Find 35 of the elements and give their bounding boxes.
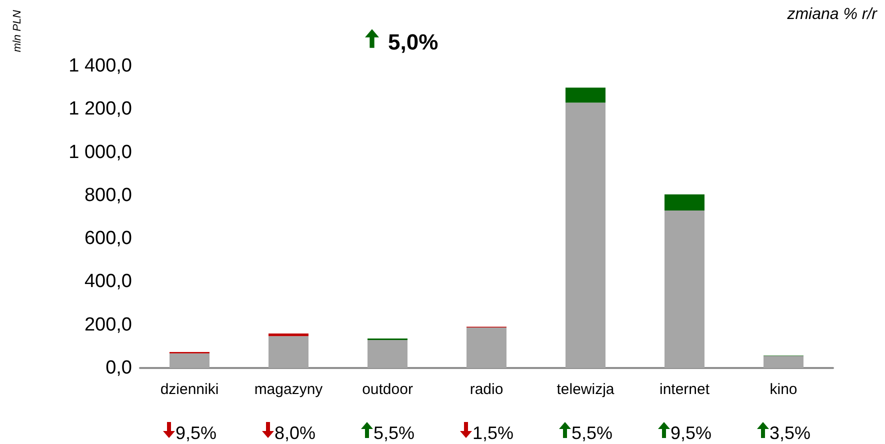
text: 5,5% (374, 423, 415, 443)
bar (466, 327, 506, 368)
bar (566, 102, 606, 368)
y-tick-label: 1 000,0 (68, 142, 132, 163)
text: 9,5% (670, 423, 712, 443)
bar (268, 336, 308, 368)
x-tick-label: dzienniki (160, 381, 219, 398)
bar (664, 210, 704, 368)
bar (566, 88, 606, 103)
bar (170, 353, 210, 368)
x-tick-label: kino (770, 381, 798, 398)
y-tick-label: 200,0 (84, 314, 132, 336)
y-tick-label: 1 200,0 (68, 98, 132, 120)
y-axis-title: mln PLN (12, 10, 24, 52)
y-tick-label: 0,0 (106, 358, 132, 378)
text: 8,0% (274, 423, 316, 443)
text: 3,5% (770, 423, 811, 443)
bar (268, 333, 308, 336)
text: 1,5% (472, 423, 514, 443)
x-tick-label: internet (659, 381, 710, 398)
x-tick-label: outdoor (362, 381, 413, 398)
y-tick-label: 800,0 (84, 184, 132, 206)
text: zmiana % r/r (787, 6, 877, 24)
chart-title: 5,0% (388, 30, 438, 54)
x-tick-label: magazyny (254, 381, 324, 398)
y-tick-label: 600,0 (84, 228, 132, 250)
bar (764, 356, 804, 368)
y-tick-label: 1 400,0 (68, 56, 132, 76)
bar (664, 194, 704, 211)
y-tick-label: 400,0 (84, 271, 132, 292)
text: 5,5% (572, 423, 613, 443)
x-tick-label: radio (470, 381, 504, 398)
bar (368, 340, 408, 368)
x-tick-label: telewizja (556, 381, 615, 398)
text: 9,5% (176, 423, 217, 443)
